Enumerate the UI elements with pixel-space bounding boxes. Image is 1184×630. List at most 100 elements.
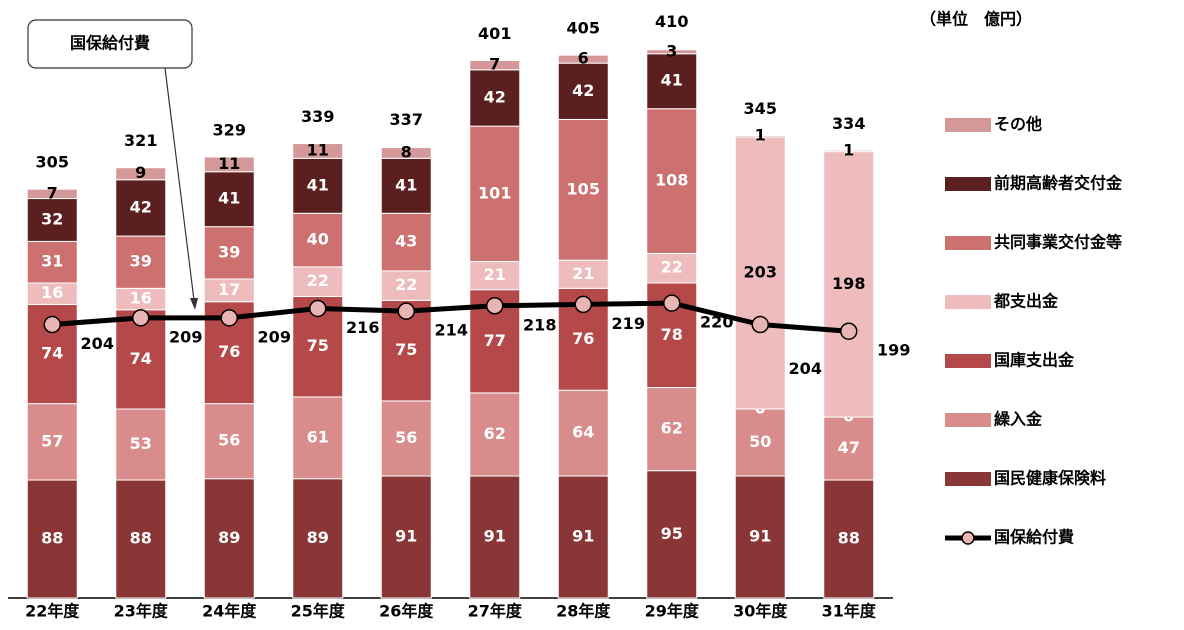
legend-label: 繰入金 [994, 410, 1043, 429]
total-label: 337 [390, 110, 423, 129]
segment-label: 88 [838, 529, 860, 548]
legend-label: 国庫支出金 [994, 351, 1075, 370]
legend-label: 前期高齢者交付金 [994, 174, 1123, 193]
x-tick-label: 24年度 [202, 602, 257, 621]
segment-label: 61 [307, 427, 329, 446]
legend-label: その他 [994, 115, 1042, 134]
segment-label: 88 [41, 529, 63, 548]
segment-label: 75 [395, 340, 417, 359]
segment-label: 43 [395, 232, 417, 251]
bar-segment [380, 147, 432, 159]
bar-segment [823, 479, 875, 599]
legend-swatch [945, 118, 991, 132]
bar-segment [469, 392, 521, 477]
legend-label: 国民健康保険料 [994, 469, 1106, 488]
line-label: 199 [877, 341, 910, 360]
segment-label: 105 [567, 179, 600, 198]
bar-segment [292, 396, 344, 480]
legend-marker [961, 531, 975, 545]
segment-label: 8 [401, 142, 412, 161]
bar-segment [380, 475, 432, 599]
segment-label: 1 [755, 126, 766, 145]
line-marker [751, 315, 769, 334]
bar-segment [115, 479, 167, 599]
segment-label: 91 [572, 527, 594, 546]
segment-label: 62 [661, 419, 683, 438]
bar-segment [646, 470, 698, 599]
segment-label: 1 [843, 140, 854, 159]
legend-label: 都支出金 [993, 292, 1059, 311]
bar-segment [469, 69, 521, 127]
callout-arrow [164, 67, 195, 301]
segment-label: 16 [130, 289, 152, 308]
segment-label: 16 [41, 283, 63, 302]
segment-label: 22 [661, 258, 683, 277]
bar-segment [557, 389, 609, 477]
segment-label: 89 [307, 528, 329, 547]
total-label: 405 [567, 19, 600, 38]
bar-segment [115, 167, 167, 181]
bar-segment [557, 118, 609, 261]
total-label: 329 [213, 120, 246, 139]
segment-label: 42 [130, 197, 152, 216]
line-label: 204 [789, 359, 822, 378]
bar-segment [469, 261, 521, 291]
segment-label: 7 [47, 183, 58, 202]
segment-label: 75 [307, 336, 329, 355]
segment-label: 88 [130, 529, 152, 548]
bar-segment [557, 259, 609, 289]
bar-segment [823, 149, 875, 153]
bar-segment [26, 188, 78, 200]
bar-segment [203, 478, 255, 599]
segment-label: 56 [395, 428, 417, 447]
segment-label: 47 [838, 438, 860, 457]
bar-segment [203, 156, 255, 173]
x-tick-label: 26年度 [379, 602, 434, 621]
x-tick-label: 23年度 [114, 602, 169, 621]
segment-label: 3 [666, 41, 677, 60]
segment-label: 32 [41, 209, 63, 228]
legend-swatch [945, 177, 991, 191]
bar-segment [292, 212, 344, 268]
total-label: 410 [655, 12, 688, 31]
x-tick-label: 22年度 [25, 602, 80, 621]
segment-label: 31 [41, 252, 63, 271]
line-label: 214 [435, 321, 468, 340]
segment-label: 22 [395, 275, 417, 294]
segment-label: 91 [749, 527, 771, 546]
segment-label: 56 [218, 431, 240, 450]
segment-label: 91 [395, 527, 417, 546]
bar-segment [292, 266, 344, 297]
bar-segment [557, 54, 609, 64]
segment-label: 50 [749, 432, 771, 451]
segment-label: 95 [661, 524, 683, 543]
segment-label: 11 [218, 154, 240, 173]
x-tick-label: 29年度 [645, 602, 700, 621]
segment-label: 42 [484, 88, 506, 107]
segment-label: 53 [130, 434, 152, 453]
bar-segment [26, 479, 78, 599]
segment-label: 62 [484, 424, 506, 443]
segment-label: 39 [130, 252, 152, 271]
x-tick-label: 27年度 [468, 602, 523, 621]
callout-arrowhead [190, 298, 198, 310]
segment-label: 101 [478, 183, 511, 202]
bar-segment [26, 403, 78, 481]
legend-swatch [945, 413, 991, 427]
callout-text: 国保給付費 [70, 34, 150, 53]
legend-label: 共同事業交付金等 [994, 233, 1122, 252]
segment-label: 7 [489, 55, 500, 74]
bar-segment [469, 59, 521, 71]
legend-swatch [945, 236, 991, 250]
total-label: 339 [301, 107, 334, 126]
bar-segment [115, 179, 167, 237]
segment-label: 76 [572, 329, 594, 348]
segment-label: 40 [307, 230, 329, 249]
bar-segment [734, 135, 786, 138]
bar-segment [203, 226, 255, 280]
segment-label: 108 [655, 171, 688, 190]
line-label: 204 [81, 334, 114, 353]
total-label: 345 [744, 99, 777, 118]
segment-label: 11 [307, 140, 329, 159]
line-label: 219 [612, 314, 645, 333]
